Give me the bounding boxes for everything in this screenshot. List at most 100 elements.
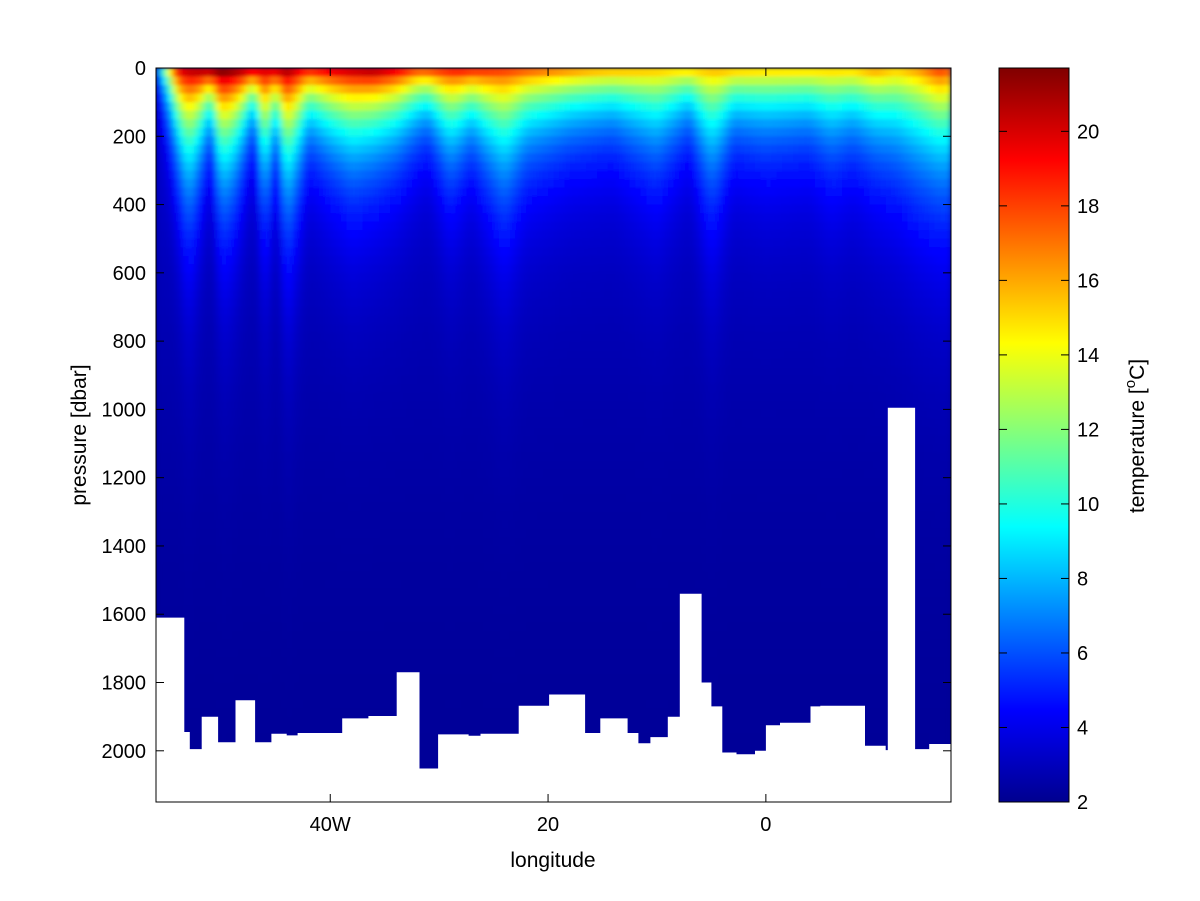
temperature-cell [259, 187, 266, 197]
temperature-cell [335, 349, 342, 359]
temperature-cell [450, 682, 457, 692]
temperature-cell [384, 511, 391, 521]
temperature-cell [172, 443, 179, 453]
temperature-cell [395, 85, 402, 95]
temperature-cell [270, 76, 277, 86]
temperature-cell [379, 161, 386, 172]
temperature-cell [417, 580, 424, 590]
temperature-cell [411, 255, 418, 265]
temperature-cell [221, 477, 228, 487]
temperature-cell [346, 264, 353, 274]
temperature-cell [362, 281, 369, 291]
temperature-cell [362, 76, 369, 86]
temperature-cell [346, 494, 353, 504]
temperature-cell [259, 289, 266, 300]
temperature-cell [166, 93, 173, 103]
temperature-cell [428, 699, 435, 709]
temperature-cell [330, 306, 337, 317]
temperature-cell [346, 656, 353, 667]
temperature-cell [248, 409, 255, 419]
temperature-cell [395, 289, 402, 300]
temperature-cell [264, 665, 271, 675]
temperature-cell [433, 230, 440, 240]
temperature-cell [362, 332, 369, 342]
temperature-cell [466, 400, 473, 410]
temperature-cell [324, 238, 331, 248]
temperature-cell [183, 196, 190, 206]
temperature-cell [357, 144, 364, 154]
temperature-cell [335, 76, 342, 86]
temperature-cell [417, 477, 424, 487]
temperature-cell [411, 452, 418, 462]
temperature-cell [297, 93, 304, 103]
temperature-cell [352, 315, 359, 325]
temperature-cell [324, 119, 331, 129]
temperature-cell [357, 469, 364, 479]
temperature-cell [352, 281, 359, 291]
temperature-cell [166, 477, 173, 487]
temperature-cell [292, 230, 299, 240]
temperature-cell [303, 383, 310, 393]
temperature-cell [352, 673, 359, 684]
temperature-cell [156, 486, 163, 496]
temperature-cell [215, 648, 222, 658]
temperature-cell [313, 409, 320, 419]
temperature-cell [444, 435, 451, 445]
temperature-cell [281, 503, 288, 513]
temperature-cell [303, 68, 310, 78]
temperature-cell [368, 665, 375, 675]
temperature-cell [166, 366, 173, 376]
temperature-cell [270, 324, 277, 334]
temperature-cell [270, 136, 277, 146]
temperature-cell [232, 204, 239, 214]
temperature-cell [460, 716, 467, 726]
temperature-cell [161, 537, 168, 547]
temperature-cell [237, 144, 244, 154]
temperature-cell [210, 161, 217, 172]
temperature-cell [264, 673, 271, 684]
temperature-cell [161, 85, 168, 95]
temperature-cell [188, 366, 195, 376]
temperature-cell [384, 452, 391, 462]
temperature-cell [395, 349, 402, 359]
temperature-cell [352, 127, 359, 137]
temperature-cell [177, 315, 184, 325]
temperature-cell [232, 648, 239, 658]
temperature-cell [194, 409, 201, 419]
temperature-cell [368, 597, 375, 607]
temperature-cell [341, 622, 348, 632]
temperature-cell [232, 272, 239, 282]
temperature-cell [275, 153, 282, 163]
temperature-cell [205, 597, 212, 607]
temperature-cell [237, 136, 244, 146]
temperature-cell [156, 383, 163, 393]
temperature-cell [324, 93, 331, 103]
temperature-cell [275, 494, 282, 504]
temperature-cell [215, 622, 222, 632]
temperature-cell [215, 656, 222, 667]
temperature-cell [275, 409, 282, 419]
temperature-cell [292, 272, 299, 282]
temperature-cell [156, 93, 163, 103]
temperature-cell [275, 614, 282, 624]
temperature-cell [390, 494, 397, 504]
temperature-cell [357, 204, 364, 214]
temperature-cell [411, 639, 418, 649]
temperature-cell [324, 324, 331, 334]
temperature-cell [422, 213, 429, 223]
temperature-cell [433, 417, 440, 428]
temperature-cell [226, 110, 233, 120]
temperature-cell [281, 383, 288, 393]
temperature-cell [205, 486, 212, 496]
temperature-cell [221, 306, 228, 317]
temperature-cell [156, 196, 163, 206]
temperature-cell [215, 255, 222, 265]
temperature-cell [466, 588, 473, 598]
temperature-cell [401, 76, 408, 86]
temperature-cell [373, 699, 380, 709]
temperature-cell [161, 332, 168, 342]
temperature-cell [313, 119, 320, 129]
temperature-cell [248, 281, 255, 291]
temperature-cell [466, 153, 473, 163]
temperature-cell [243, 409, 250, 419]
